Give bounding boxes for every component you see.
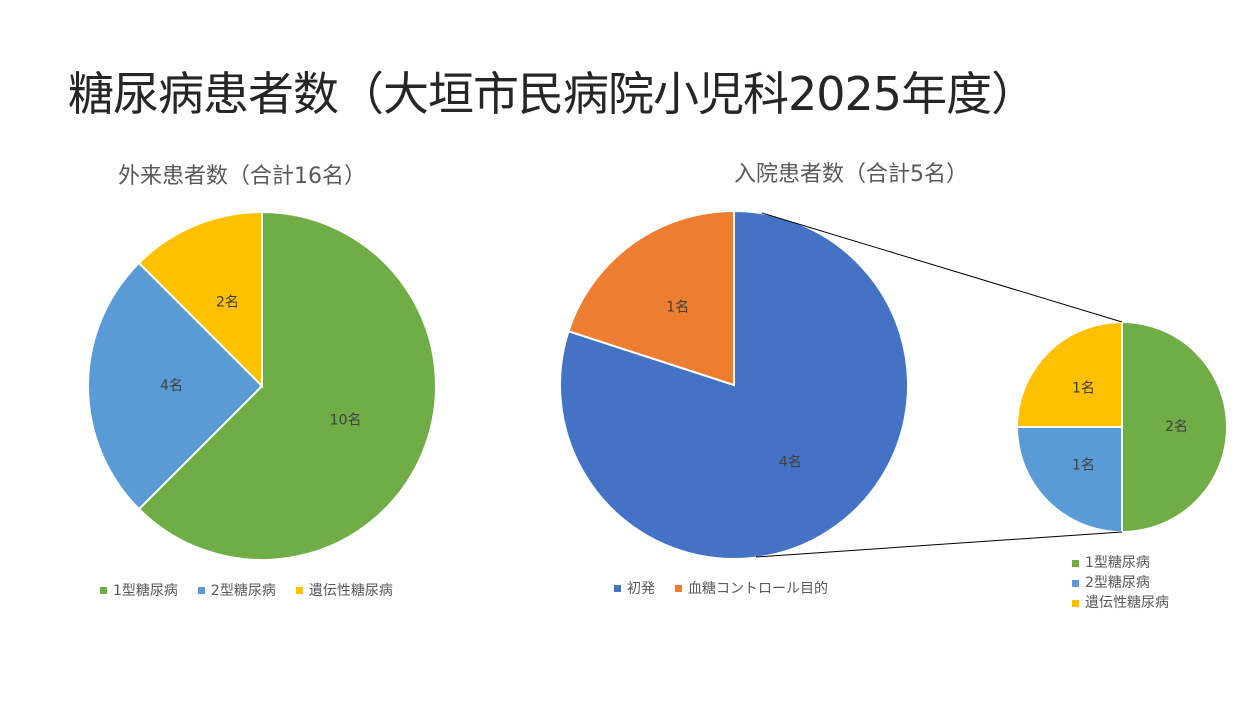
legend-label: 1型糖尿病 <box>113 583 178 599</box>
page-title: 糖尿病患者数（大垣市民病院小児科2025年度） <box>68 67 1037 121</box>
legend-item-hereditary: 遺伝性糖尿病 <box>295 580 393 600</box>
breakdown-legend: 1型糖尿病 2型糖尿病 遺伝性糖尿病 <box>1072 553 1169 613</box>
pie-slice <box>137 210 263 389</box>
legend-label: 1型糖尿病 <box>1085 555 1150 571</box>
legend-label: 血糖コントロール目的 <box>688 581 828 597</box>
inpatient-breakdown-pie: 2名 1名 1名 <box>1015 320 1228 534</box>
connector-line <box>761 212 1123 323</box>
inpatient-chart-title: 入院患者数（合計5名） <box>734 162 968 187</box>
pie-slice <box>137 210 437 561</box>
legend-item-type1: 1型糖尿病 <box>100 580 178 600</box>
legend-item-first-onset: 初発 <box>614 578 655 598</box>
slice-data-label: 2名 <box>216 294 239 310</box>
legend-label: 2型糖尿病 <box>1085 575 1150 591</box>
legend-item-type2: 2型糖尿病 <box>197 580 276 600</box>
legend-item-type1: 1型糖尿病 <box>1072 553 1169 573</box>
outpatient-chart-title: 外来患者数（合計16名） <box>118 164 366 189</box>
slice-data-label: 4名 <box>779 454 802 470</box>
legend-swatch <box>614 584 621 592</box>
slice-data-label: 1名 <box>666 300 689 316</box>
legend-item-type2: 2型糖尿病 <box>1072 573 1169 593</box>
legend-swatch <box>1072 559 1079 567</box>
legend-swatch <box>675 584 682 592</box>
inpatient-legend: 初発 血糖コントロール目的 <box>614 578 848 598</box>
slice-data-label: 4名 <box>160 378 183 394</box>
legend-swatch <box>1072 579 1079 587</box>
legend-swatch <box>295 586 303 594</box>
pie-slice <box>1015 426 1123 534</box>
pie-slice <box>567 209 735 387</box>
slice-data-label: 1名 <box>1072 380 1095 396</box>
legend-item-glycemic-control: 血糖コントロール目的 <box>675 578 828 598</box>
inpatient-pie: 4名 1名 <box>559 209 910 560</box>
legend-swatch <box>100 586 107 594</box>
legend-label: 遺伝性糖尿病 <box>1085 595 1169 611</box>
outpatient-pie: 10名 4名 2名 <box>87 210 437 561</box>
pie-connector-lines <box>755 212 1123 558</box>
pie-slice <box>1121 320 1228 534</box>
slice-data-label: 2名 <box>1165 419 1188 435</box>
slice-data-label: 1名 <box>1072 458 1095 474</box>
outpatient-legend: 1型糖尿病 2型糖尿病 遺伝性糖尿病 <box>100 580 413 600</box>
legend-label: 遺伝性糖尿病 <box>308 583 393 599</box>
pie-slice <box>87 261 264 511</box>
slice-data-label: 10名 <box>330 413 362 429</box>
legend-swatch <box>1072 599 1079 607</box>
legend-item-hereditary: 遺伝性糖尿病 <box>1072 593 1169 613</box>
pie-slice <box>1015 320 1123 428</box>
legend-label: 初発 <box>627 581 655 597</box>
legend-swatch <box>197 586 205 594</box>
legend-label: 2型糖尿病 <box>210 583 276 599</box>
connector-line <box>755 531 1123 558</box>
